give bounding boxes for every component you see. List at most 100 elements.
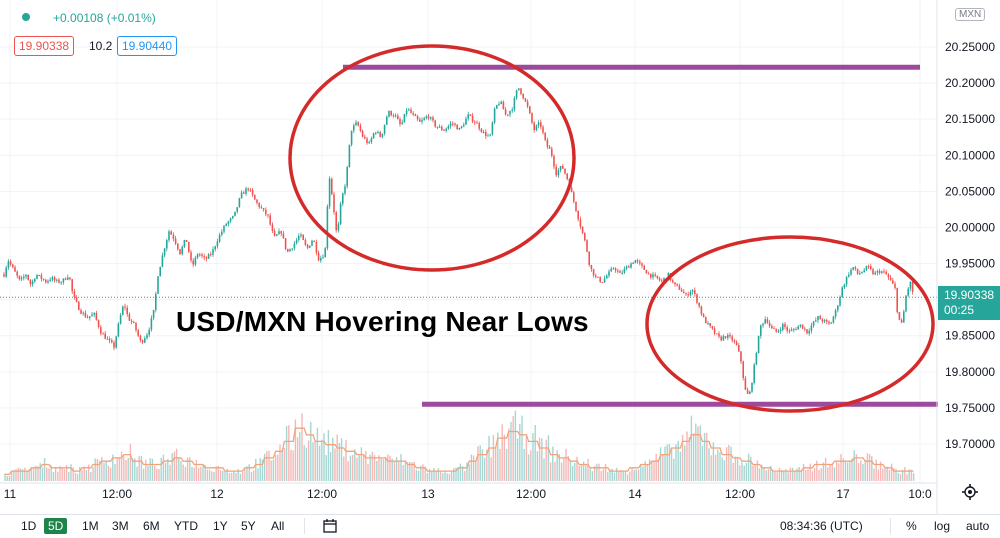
annotation-ellipse[interactable] bbox=[645, 235, 935, 413]
candle bbox=[482, 129, 485, 134]
candle bbox=[452, 121, 454, 127]
volume-bar bbox=[167, 458, 169, 481]
timeframe-1y[interactable]: 1Y bbox=[213, 519, 228, 533]
candle bbox=[152, 309, 155, 321]
candle bbox=[885, 269, 887, 275]
volume-bar bbox=[681, 434, 684, 481]
candle bbox=[190, 249, 192, 263]
price-tick-label: 20.15000 bbox=[945, 112, 995, 126]
volume-bar bbox=[48, 468, 50, 481]
timeframe-5d[interactable]: 5D bbox=[44, 518, 68, 534]
volume-bar bbox=[640, 464, 642, 481]
annotation-ellipse[interactable] bbox=[288, 44, 576, 272]
volume-bar bbox=[875, 459, 877, 481]
candle bbox=[601, 281, 604, 283]
volume-bar bbox=[525, 436, 528, 481]
volume-bar bbox=[24, 467, 26, 481]
candle bbox=[86, 314, 89, 319]
candle bbox=[830, 321, 832, 324]
candle bbox=[438, 124, 441, 128]
volume-bar bbox=[651, 461, 653, 481]
volume-bars bbox=[4, 410, 915, 481]
candle bbox=[317, 250, 320, 262]
candle bbox=[271, 222, 274, 234]
auto-toggle[interactable]: auto bbox=[966, 519, 990, 533]
candle bbox=[302, 234, 304, 241]
candle bbox=[309, 245, 311, 249]
timeframe-ytd[interactable]: YTD bbox=[174, 519, 198, 533]
volume-bar bbox=[246, 466, 248, 481]
candle bbox=[20, 275, 23, 282]
bid-price[interactable]: 19.90338 bbox=[14, 36, 75, 56]
volume-bar bbox=[420, 465, 422, 481]
candle bbox=[128, 312, 131, 322]
volume-bar bbox=[877, 469, 880, 481]
candle bbox=[3, 271, 5, 278]
volume-bar bbox=[79, 466, 81, 481]
volume-bar bbox=[833, 467, 836, 481]
volume-bar bbox=[424, 466, 426, 481]
volume-bar bbox=[468, 464, 470, 481]
timeframe-3m[interactable]: 3M bbox=[112, 519, 129, 533]
volume-bar bbox=[791, 467, 794, 481]
utc-clock[interactable]: 08:34:36 (UTC) bbox=[780, 519, 863, 533]
timeframe-6m[interactable]: 6M bbox=[143, 519, 160, 533]
candle bbox=[478, 121, 480, 131]
volume-bar bbox=[868, 454, 871, 481]
timeframe-5y[interactable]: 5Y bbox=[241, 519, 256, 533]
volume-bar bbox=[602, 469, 605, 481]
volume-bar bbox=[230, 472, 233, 481]
candle bbox=[746, 387, 749, 394]
volume-bar bbox=[778, 467, 781, 481]
candle bbox=[295, 237, 298, 245]
candle bbox=[584, 232, 586, 242]
support-resistance-lines bbox=[343, 64, 938, 407]
volume-bar bbox=[19, 468, 22, 481]
candle bbox=[557, 167, 560, 178]
log-toggle[interactable]: log bbox=[934, 519, 951, 533]
candle bbox=[911, 280, 914, 295]
candle bbox=[144, 336, 146, 344]
spread-value: 10.2 bbox=[89, 39, 113, 53]
date-range-icon[interactable] bbox=[322, 518, 338, 534]
candle bbox=[251, 188, 254, 197]
candle bbox=[852, 267, 854, 271]
candle bbox=[284, 238, 287, 251]
candle bbox=[634, 259, 637, 264]
volume-bar bbox=[259, 457, 261, 481]
volume-bar bbox=[547, 435, 550, 481]
timeframe-all[interactable]: All bbox=[271, 519, 285, 533]
volume-bar bbox=[406, 462, 409, 481]
candle bbox=[38, 274, 40, 277]
candle bbox=[381, 133, 384, 139]
timeframe-1m[interactable]: 1M bbox=[82, 519, 99, 533]
candle bbox=[203, 253, 205, 261]
volume-bar bbox=[32, 467, 35, 481]
candle bbox=[612, 267, 615, 270]
candle bbox=[282, 230, 285, 239]
candle bbox=[854, 265, 857, 271]
percent-toggle[interactable]: % bbox=[906, 519, 917, 533]
volume-bar bbox=[549, 462, 552, 481]
volume-bar bbox=[398, 462, 400, 481]
candle bbox=[705, 316, 707, 324]
volume-bar bbox=[591, 471, 594, 481]
candle bbox=[810, 322, 813, 334]
candle bbox=[518, 88, 520, 91]
candle bbox=[645, 269, 648, 274]
volume-bar bbox=[178, 457, 180, 481]
volume-bar bbox=[756, 460, 759, 481]
gear-icon[interactable] bbox=[962, 484, 978, 500]
volume-bar bbox=[140, 455, 143, 481]
volume-bar bbox=[763, 467, 765, 481]
candle bbox=[551, 146, 553, 158]
volume-bar bbox=[772, 471, 774, 481]
ask-price[interactable]: 19.90440 bbox=[117, 36, 178, 56]
candle bbox=[507, 114, 509, 117]
candle bbox=[863, 267, 865, 273]
volume-bar bbox=[626, 474, 629, 481]
candle bbox=[865, 265, 868, 271]
timeframe-1d[interactable]: 1D bbox=[21, 519, 37, 533]
volume-bar bbox=[455, 467, 457, 481]
